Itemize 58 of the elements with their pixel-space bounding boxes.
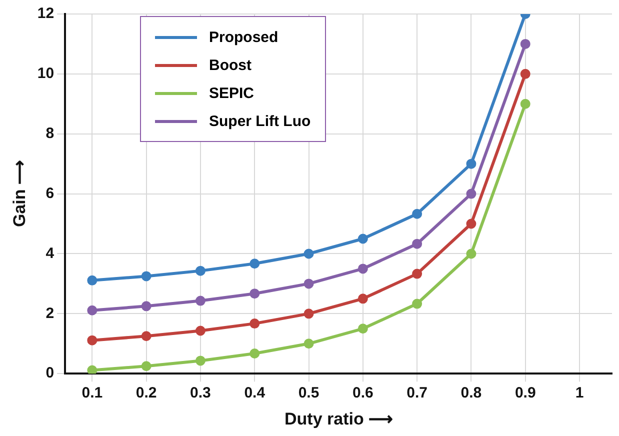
point bbox=[304, 308, 314, 319]
point bbox=[141, 361, 152, 372]
y-tick-label: 8 bbox=[46, 125, 54, 142]
legend-label: Super Lift Luo bbox=[209, 112, 311, 130]
point bbox=[250, 258, 260, 269]
point bbox=[466, 158, 476, 169]
point bbox=[304, 278, 314, 289]
point bbox=[195, 266, 206, 276]
legend-label: SEPIC bbox=[209, 84, 254, 102]
point bbox=[250, 288, 260, 299]
x-tick-label: 0.7 bbox=[406, 384, 428, 402]
point bbox=[195, 326, 206, 336]
point bbox=[87, 305, 98, 316]
x-tick-label: 0.3 bbox=[190, 384, 211, 402]
x-tick-label: 0.9 bbox=[514, 384, 536, 402]
point bbox=[87, 275, 98, 286]
legend-label: Boost bbox=[209, 56, 252, 74]
y-tick-label: 6 bbox=[46, 184, 54, 202]
point bbox=[87, 335, 98, 346]
point bbox=[304, 248, 314, 259]
legend-label: Proposed bbox=[209, 28, 278, 46]
y-axis-title: Gain ⟶ bbox=[10, 160, 29, 228]
point bbox=[412, 268, 422, 279]
point bbox=[195, 356, 206, 366]
point bbox=[520, 38, 530, 49]
point bbox=[358, 294, 368, 304]
point bbox=[358, 264, 368, 274]
x-tick-label: 0.6 bbox=[352, 384, 374, 402]
y-tick-label: 12 bbox=[37, 5, 54, 22]
x-tick-label: 0.2 bbox=[136, 384, 157, 402]
point bbox=[358, 324, 368, 334]
y-tick-label: 0 bbox=[46, 364, 54, 382]
point bbox=[466, 188, 476, 199]
point bbox=[304, 338, 314, 349]
point bbox=[195, 296, 206, 306]
x-axis-title: Duty ratio ⟶ bbox=[284, 409, 393, 428]
point bbox=[520, 98, 530, 109]
x-tick-label: 0.8 bbox=[460, 384, 482, 402]
point bbox=[412, 298, 422, 309]
point bbox=[250, 348, 260, 359]
x-tick-label: 1 bbox=[575, 384, 584, 402]
y-tick-label: 10 bbox=[37, 65, 54, 82]
y-tick-label: 4 bbox=[46, 244, 55, 262]
point bbox=[466, 248, 476, 259]
x-tick-label: 0.4 bbox=[244, 384, 266, 402]
point bbox=[141, 301, 152, 312]
point bbox=[412, 238, 422, 249]
point bbox=[141, 331, 152, 342]
point bbox=[250, 318, 260, 329]
point bbox=[520, 68, 530, 79]
point bbox=[141, 271, 152, 282]
y-tick-label: 2 bbox=[46, 304, 54, 322]
point bbox=[87, 365, 98, 374]
point bbox=[466, 218, 476, 229]
point bbox=[412, 208, 422, 219]
point bbox=[358, 234, 368, 244]
x-tick-label: 0.5 bbox=[298, 384, 320, 402]
x-tick-label: 0.1 bbox=[82, 384, 103, 402]
